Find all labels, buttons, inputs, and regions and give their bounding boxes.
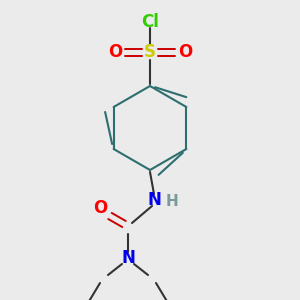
Text: H: H: [166, 194, 178, 209]
Text: S: S: [144, 43, 156, 61]
Text: O: O: [108, 43, 122, 61]
Text: N: N: [147, 191, 161, 209]
Text: O: O: [93, 199, 107, 217]
Text: Cl: Cl: [141, 13, 159, 31]
Text: N: N: [121, 249, 135, 267]
Text: O: O: [178, 43, 192, 61]
